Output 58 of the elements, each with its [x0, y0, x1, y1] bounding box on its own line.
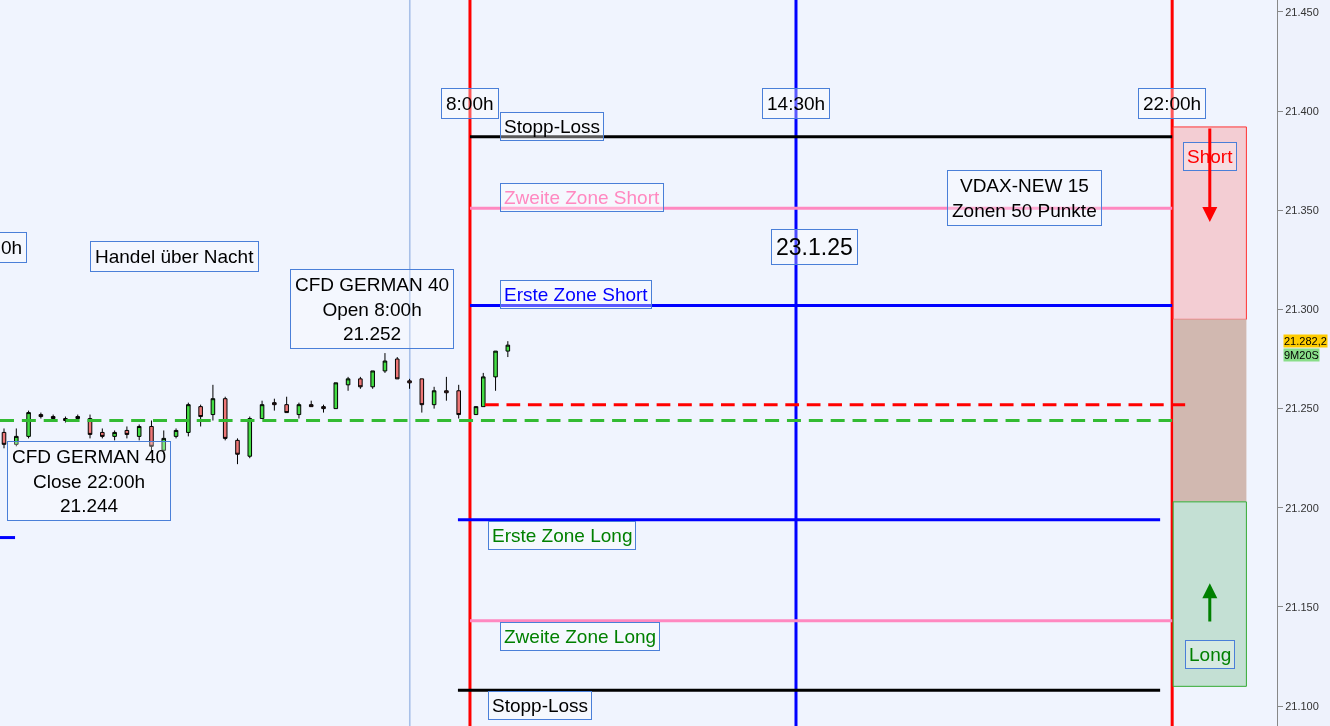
candlestick	[235, 437, 240, 465]
candlestick	[38, 412, 44, 420]
candlestick	[259, 400, 265, 420]
y-tick-label: 21.250	[1285, 402, 1319, 415]
candlestick	[136, 423, 142, 441]
candlestick	[100, 427, 105, 439]
candlestick	[370, 370, 375, 390]
candlestick	[198, 404, 203, 427]
y-tick-label: 21.200	[1285, 501, 1319, 514]
candlestick	[505, 340, 511, 358]
candlestick	[321, 404, 326, 414]
candlestick	[419, 378, 425, 414]
y-tick-label: 21.350	[1285, 204, 1319, 217]
candlestick	[186, 402, 191, 437]
candlestick	[308, 400, 314, 408]
candlestick	[247, 416, 253, 459]
y-tick-label: 21.300	[1285, 303, 1319, 316]
y-tick-label: 21.450	[1285, 5, 1319, 18]
text: 21.282,2	[1284, 335, 1327, 347]
candlestick	[333, 382, 339, 410]
candlestick	[222, 396, 228, 441]
candlestick	[444, 376, 449, 402]
candlestick	[14, 427, 19, 447]
candlestick	[50, 414, 56, 422]
annotation: VDAX-NEW 15 Zonen 50 Punkte	[952, 175, 1097, 221]
candlestick	[382, 352, 388, 374]
annotation: 0h	[1, 237, 23, 258]
annotation: CFD GERMAN 40 Open 8:00h 21.252	[295, 274, 450, 345]
candlestick	[358, 376, 363, 390]
candlestick	[112, 429, 117, 441]
text: 9M20S	[1284, 349, 1319, 361]
candlestick	[272, 398, 277, 412]
candlestick	[1, 427, 7, 449]
candlestick	[124, 425, 130, 439]
series-label: Stopp-Loss	[492, 695, 589, 716]
series-label: Stopp-Loss	[504, 116, 601, 137]
candlestick	[284, 396, 289, 414]
series-label: Erste Zone Long	[492, 525, 633, 546]
candlestick	[345, 376, 351, 392]
series-label: Zweite Zone Long	[504, 626, 657, 647]
candlestick	[173, 427, 179, 439]
y-tick-label: 21.400	[1285, 104, 1319, 117]
series-label: Erste Zone Short	[504, 284, 649, 305]
candlestick	[480, 372, 486, 408]
candlestick	[431, 386, 437, 410]
series-label: Zweite Zone Short	[504, 187, 660, 208]
candlestick	[493, 350, 498, 392]
y-tick-label: 21.100	[1285, 700, 1319, 713]
candlestick	[456, 384, 461, 420]
band-label: Long	[1189, 644, 1232, 665]
y-tick-label: 21.150	[1285, 600, 1319, 613]
annotation: CFD GERMAN 40 Close 22:00h 21.244	[12, 446, 167, 517]
annotation: Handel über Nacht	[95, 246, 255, 267]
candlestick	[407, 378, 412, 390]
candlestick	[394, 356, 400, 380]
candlestick	[75, 414, 81, 422]
candlestick	[210, 384, 216, 422]
candlestick	[296, 402, 302, 420]
